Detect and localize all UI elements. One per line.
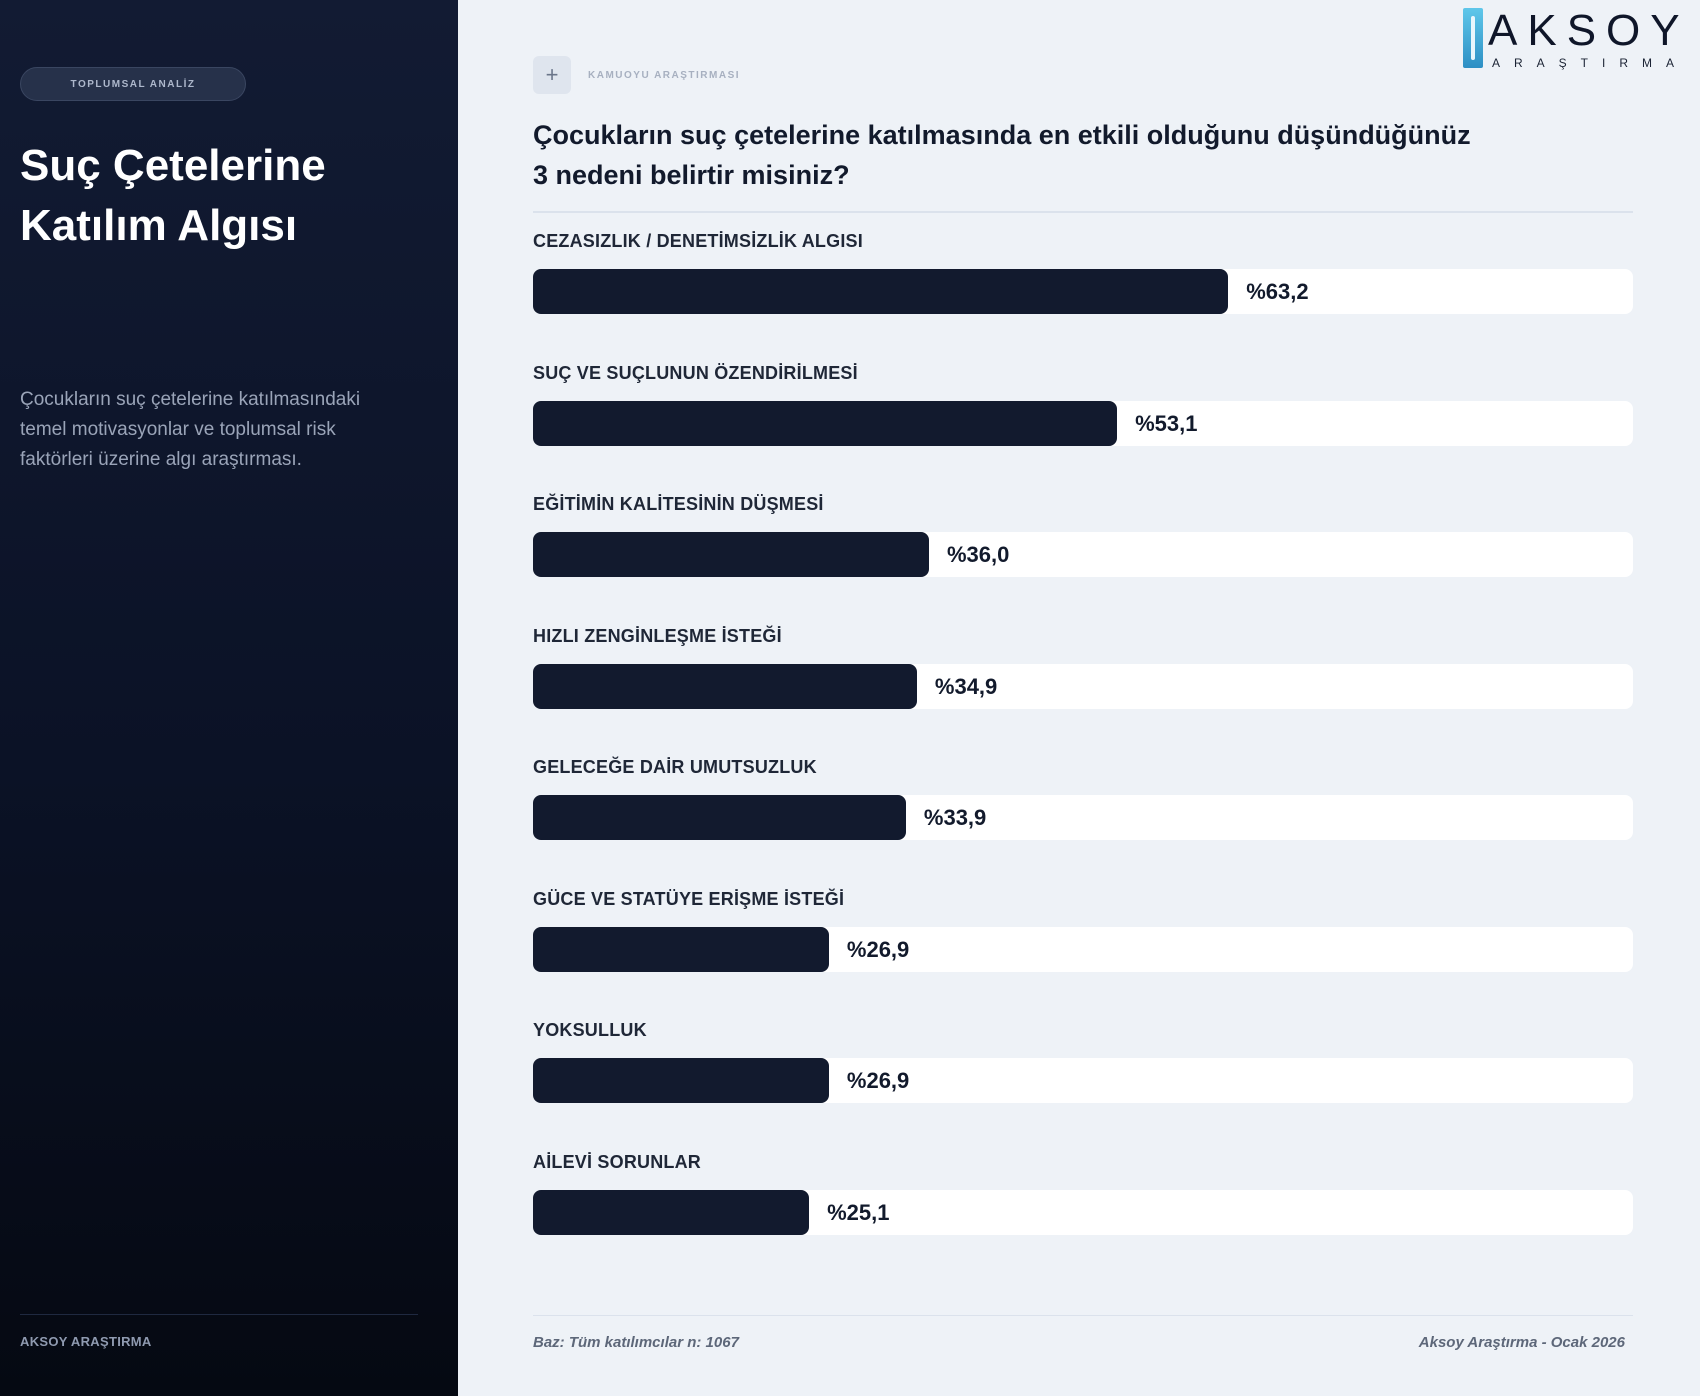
bar-row: SUÇ VE SUÇLUNUN ÖZENDİRİLMESİ %53,1	[533, 357, 1633, 489]
bar	[533, 1189, 810, 1235]
bar-row: AİLEVİ SORUNLAR %25,1	[533, 1146, 1633, 1278]
bar-row: YOKSULLUK %26,9	[533, 1014, 1633, 1146]
bar	[533, 1058, 829, 1103]
bar-row: GELECEĞE DAİR UMUTSUZLUK %33,9	[533, 751, 1633, 883]
bar	[533, 269, 1229, 314]
bar	[533, 663, 917, 709]
category-tag: TOPLUMSAL ANALİZ	[20, 67, 246, 101]
kicker-label: KAMUOYU ARAŞTIRMASI	[588, 70, 741, 81]
bar-value-label: %34,9	[934, 673, 998, 699]
bar-value-label: %33,9	[923, 805, 987, 830]
sidebar: TOPLUMSAL ANALİZ Suç Çetelerine Katılım …	[0, 0, 458, 1396]
brand-logo: AKSOY ARAŞTIRMA	[1458, 6, 1688, 72]
bar-label: AİLEVİ SORUNLAR	[533, 1151, 702, 1172]
bar-label: HIZLI ZENGİNLEŞME İSTEĞİ	[533, 625, 782, 646]
main-panel: AKSOY ARAŞTIRMA + KAMUOYU ARAŞTIRMASI Ço…	[458, 0, 1700, 1396]
bar	[533, 926, 829, 972]
page-title: Suç Çetelerine Katılım Algısı	[20, 141, 326, 250]
bar-label: CEZASIZLIK / DENETİMSİZLİK ALGISI	[533, 231, 863, 251]
bar-value-label: %26,9	[846, 936, 910, 962]
sample-base-note: Baz: Tüm katılımcılar n: 1067	[533, 1334, 739, 1351]
bar-row: HIZLI ZENGİNLEŞME İSTEĞİ %34,9	[533, 620, 1633, 752]
bar-label: EĞİTİMİN KALİTESİNİN DÜŞMESİ	[533, 494, 824, 514]
page-description: Çocukların suç çetelerine katılmasındaki…	[20, 389, 361, 470]
bar-label: GELECEĞE DAİR UMUTSUZLUK	[533, 757, 817, 777]
bar	[533, 795, 906, 840]
bar	[533, 400, 1118, 446]
bar-label: YOKSULLUK	[533, 1020, 647, 1040]
logo-subtitle: ARAŞTIRMA	[1492, 56, 1689, 70]
bar-label: GÜCE VE STATÜYE ERİŞME İSTEĞİ	[533, 888, 845, 909]
bar-value-label: %36,0	[947, 542, 1010, 567]
bar-value-label: %25,1	[827, 1199, 890, 1225]
bar-value-label: %26,9	[846, 1068, 910, 1093]
bar-row: GÜCE VE STATÜYE ERİŞME İSTEĞİ %26,9	[533, 883, 1633, 1015]
footer-divider	[533, 1315, 1633, 1316]
bar-label: SUÇ VE SUÇLUNUN ÖZENDİRİLMESİ	[533, 362, 858, 383]
sidebar-divider	[20, 1314, 418, 1315]
bar-row: EĞİTİMİN KALİTESİNİN DÜŞMESİ %36,0	[533, 488, 1633, 620]
question-divider	[533, 211, 1633, 213]
bar-value-label: %63,2	[1246, 279, 1309, 304]
plus-icon: +	[533, 56, 571, 94]
bar	[533, 532, 929, 577]
survey-question: Çocukların suç çetelerine katılmasında e…	[533, 120, 1471, 190]
sidebar-footer-brand: AKSOY ARAŞTIRMA	[20, 1334, 152, 1349]
logo-mark-icon	[1463, 8, 1483, 68]
source-note: Aksoy Araştırma - Ocak 2026	[1418, 1334, 1625, 1351]
bar-value-label: %53,1	[1135, 410, 1198, 436]
logo-name: AKSOY	[1488, 6, 1690, 55]
bar-row: CEZASIZLIK / DENETİMSİZLİK ALGISI %63,2	[533, 225, 1633, 357]
